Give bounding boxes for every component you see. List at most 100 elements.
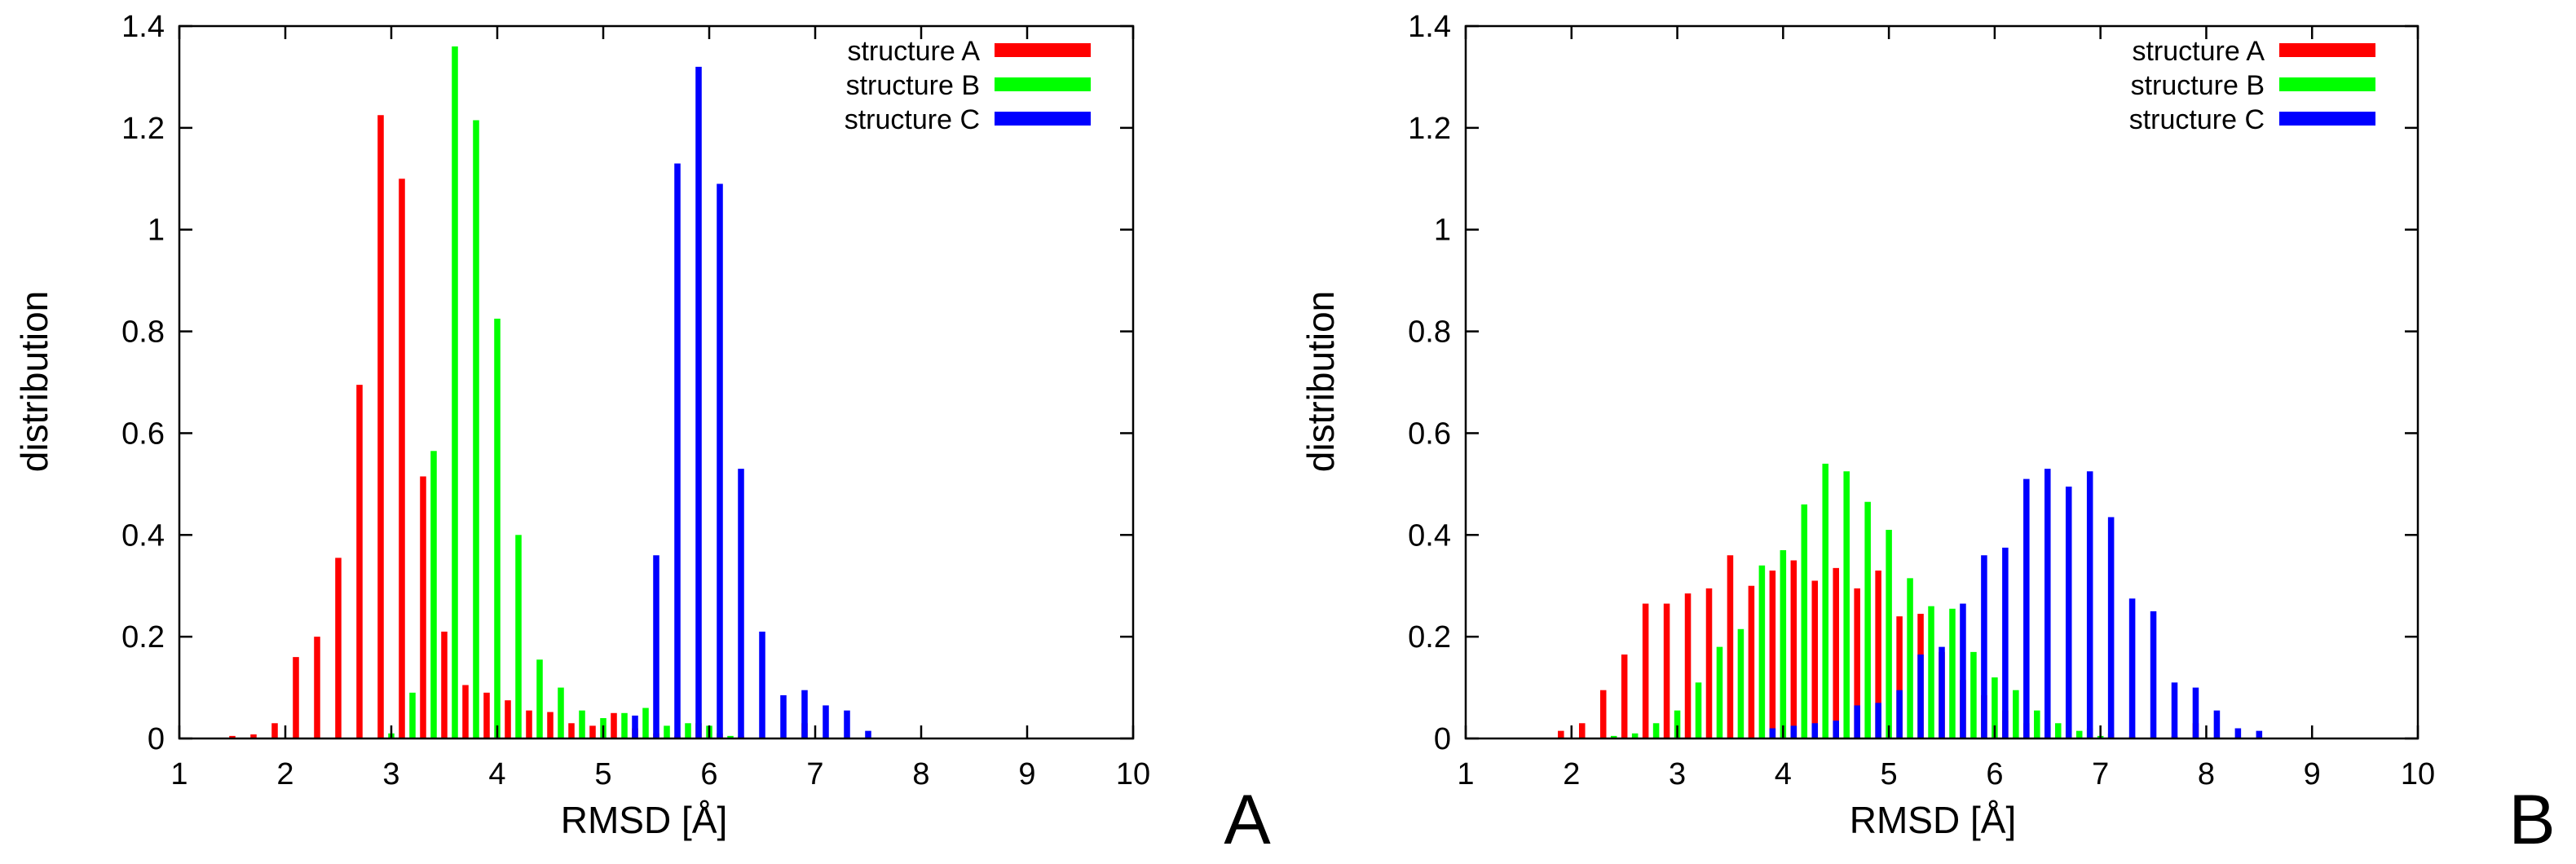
panel-b-bar-series2-12 [2023, 478, 2030, 738]
panel-b-bar-series1-4 [1695, 682, 1702, 738]
panel-a-xtick-label-1: 2 [276, 757, 293, 791]
panel-b-bar-series2-8 [1939, 646, 1945, 738]
panel-a-bar-series2-6 [759, 631, 765, 738]
panel-a-bar-series2-7 [780, 694, 787, 738]
panel-b-ytick-label-6: 1.2 [1408, 112, 1451, 146]
panel-b-bars [1558, 463, 2263, 738]
panel-b-xtick-label-9: 10 [2401, 757, 2435, 791]
panel-a-ytick-label-2: 0.4 [121, 518, 165, 553]
panel-b-xtick-label-7: 8 [2198, 757, 2215, 791]
panel-b-xtick-label-8: 9 [2304, 757, 2321, 791]
panel-a-legend-swatch-0 [995, 43, 1091, 57]
panel-a-bar-series1-14 [685, 723, 691, 738]
panel-a-bar-series0-0 [229, 735, 236, 738]
panel-b-bar-series0-8 [1727, 555, 1734, 738]
panel-b-bar-series1-10 [1822, 463, 1829, 738]
panel-b-bar-series2-22 [2234, 728, 2242, 738]
panel-a-bar-series1-13 [664, 725, 670, 738]
panel-b-bar-series1-1 [1631, 733, 1639, 738]
panel-b-bar-series1-20 [2034, 710, 2040, 738]
panel-b-bar-series0-1 [1578, 723, 1586, 738]
panel-a-bar-series1-7 [536, 659, 543, 738]
panel-b-ytick-label-5: 1 [1434, 214, 1451, 248]
panel-b-bar-series2-3 [1833, 721, 1839, 738]
panel-a-bar-series0-13 [505, 700, 511, 738]
panel-b-bar-series0-2 [1599, 690, 1607, 738]
panel-a-bar-series0-17 [589, 725, 596, 738]
panel-b-bar-series2-18 [2150, 611, 2157, 738]
panel-b-legend-label-1: structure B [2131, 70, 2265, 101]
panel-b-bar-series0-7 [1705, 588, 1713, 738]
panel-b-bar-series1-15 [1928, 606, 1934, 738]
panel-a-bar-series1-11 [621, 712, 628, 738]
panel-b-xtick-label-0: 1 [1457, 757, 1474, 791]
panel-b-bar-series1-5 [1716, 646, 1723, 738]
panel-a-bar-series0-7 [377, 115, 384, 738]
panel-a-bar-series2-10 [844, 710, 850, 738]
panel-b-xtick-label-6: 7 [2092, 757, 2109, 791]
panel-b-bar-series2-7 [1917, 654, 1924, 738]
panel-b-bar-series1-11 [1843, 471, 1850, 738]
panel-a-ytick-label-5: 1 [148, 214, 165, 248]
panel-a-bar-series0-16 [568, 723, 575, 738]
panel-b-xtick-label-3: 4 [1775, 757, 1792, 791]
panel-a: distribution RMSD [Å] A 1 2 3 4 5 6 7 8 9 10 0 0.2 0… [13, 10, 1271, 859]
panel-a-bar-series0-11 [462, 685, 469, 738]
panel-a-xtick-label-2: 3 [382, 757, 399, 791]
panel-b-bar-series1-22 [2075, 730, 2083, 738]
panel-a-bar-series0-12 [483, 692, 490, 738]
panel-a-ytick-label-1: 0.2 [121, 620, 165, 655]
panel-b-bar-series0-13 [1833, 567, 1839, 738]
panel-a-xtick-label-9: 10 [1116, 757, 1150, 791]
panel-b-bar-series0-3 [1621, 654, 1628, 738]
panel-b-bar-series1-6 [1737, 628, 1745, 738]
panel-b-bar-series1-18 [1992, 677, 1998, 738]
panel-a-ytick-label-7: 1.4 [121, 10, 165, 44]
panel-a-bar-series0-10 [441, 631, 448, 738]
panel-a-bar-series2-1 [653, 555, 659, 738]
panel-b-ytick-label-2: 0.4 [1408, 518, 1451, 553]
panel-b-bar-series0-10 [1769, 570, 1776, 738]
panel-a-bar-series1-2 [430, 451, 437, 738]
panel-a-xtick-label-3: 4 [488, 757, 505, 791]
panel-b-bar-series1-7 [1758, 565, 1766, 738]
panel-b-bar-series2-17 [2128, 598, 2136, 738]
panel-a-bars [229, 46, 871, 739]
panel-a-xtick-label-8: 9 [1018, 757, 1035, 791]
panel-a-xtick-label-7: 8 [912, 757, 929, 791]
panel-b-xtick-label-5: 6 [1986, 757, 2003, 791]
panel-a-ytick-label-4: 0.8 [121, 315, 165, 350]
panel-a-bar-series2-8 [801, 690, 808, 738]
panel-b-bar-series1-17 [1970, 651, 1977, 738]
panel-b-bar-series0-9 [1748, 585, 1755, 738]
panel-b: distribution RMSD [Å] B 1 2 3 4 5 6 7 8 9 10 0 0.2 0… [1299, 10, 2556, 859]
panel-a-bar-series0-8 [399, 179, 405, 739]
panel-a-bar-series2-9 [823, 705, 829, 738]
panel-a-xtick-label-0: 1 [170, 757, 187, 791]
panel-b-bar-series2-9 [1960, 603, 1966, 738]
panel-a-ylabel: distribution [13, 291, 55, 472]
panel-b-bar-series2-10 [1981, 555, 1987, 738]
panel-a-bar-series0-14 [526, 710, 532, 738]
panel-b-xlabel: RMSD [Å] [1850, 799, 2016, 841]
panel-b-plot-frame [1464, 24, 2419, 740]
panel-a-bar-series0-6 [356, 385, 363, 738]
panel-b-ylabel: distribution [1299, 291, 1342, 472]
panel-b-bar-series2-6 [1896, 690, 1903, 738]
panel-b-bar-series2-1 [1790, 725, 1797, 738]
panel-b-bar-series2-15 [2086, 471, 2093, 738]
panel-a-bar-series1-8 [558, 687, 564, 738]
panel-a-bar-series2-3 [695, 66, 702, 738]
panel-a-ytick-label-6: 1.2 [121, 112, 165, 146]
panel-b-legend-swatch-2 [2279, 112, 2375, 126]
panel-b-bar-series1-3 [1674, 710, 1681, 738]
panel-b-bar-series0-14 [1854, 588, 1860, 738]
panel-b-bar-series1-12 [1864, 501, 1871, 738]
panel-a-ytick-label-0: 0 [148, 722, 165, 756]
panel-b-xtick-label-4: 5 [1881, 757, 1898, 791]
panel-a-xtick-label-4: 5 [594, 757, 611, 791]
panel-b-bar-series0-6 [1684, 593, 1692, 738]
panel-b-legend-label-2: structure C [2129, 104, 2265, 135]
panel-a-bar-series1-4 [473, 120, 479, 739]
